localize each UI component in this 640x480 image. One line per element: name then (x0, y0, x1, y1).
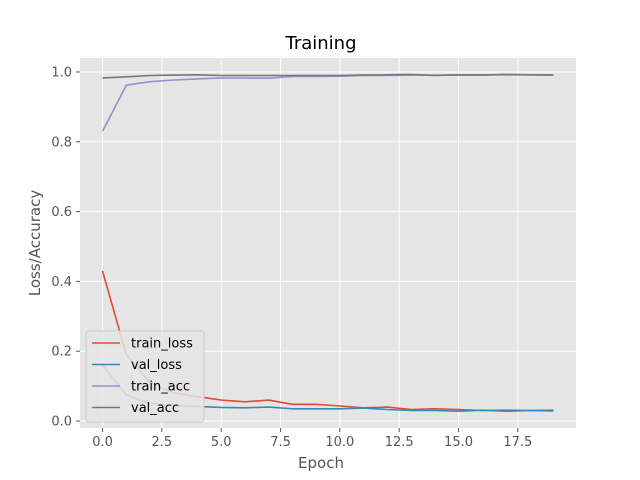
chart-title: Training (284, 33, 356, 54)
x-tick-label: 12.5 (385, 435, 414, 450)
x-tick-label: 15.0 (444, 435, 473, 450)
x-tick-label: 0.0 (92, 435, 113, 450)
x-tick-label: 7.5 (270, 435, 291, 450)
x-ticks: 0.0 2.5 5.0 7.5 10.0 12.5 15.0 17.5 (92, 428, 532, 450)
legend-box (85, 330, 205, 423)
x-tick-label: 5.0 (211, 435, 232, 450)
y-tick-label: 0.8 (51, 135, 72, 150)
legend-entry: val_acc (131, 401, 179, 416)
y-tick-label: 0.4 (51, 275, 72, 290)
y-ticks: 0.0 0.2 0.4 0.6 0.8 1.0 (51, 65, 80, 430)
legend-entry: val_loss (131, 358, 182, 373)
y-tick-label: 0.2 (51, 345, 72, 360)
legend: train_loss val_loss train_acc val_acc (85, 330, 205, 423)
series-line-val-acc (102, 73, 554, 79)
legend-entry: train_acc (131, 380, 190, 395)
legend-entry: train_loss (131, 337, 193, 352)
x-tick-label: 2.5 (152, 435, 173, 450)
y-tick-label: 0.6 (51, 205, 72, 220)
x-tick-label: 10.0 (325, 435, 354, 450)
y-tick-label: 1.0 (51, 65, 72, 80)
x-axis-label: Epoch (298, 454, 344, 472)
y-axis-label: Loss/Accuracy (26, 190, 44, 297)
y-tick-label: 0.0 (51, 415, 72, 430)
x-tick-label: 17.5 (503, 435, 532, 450)
